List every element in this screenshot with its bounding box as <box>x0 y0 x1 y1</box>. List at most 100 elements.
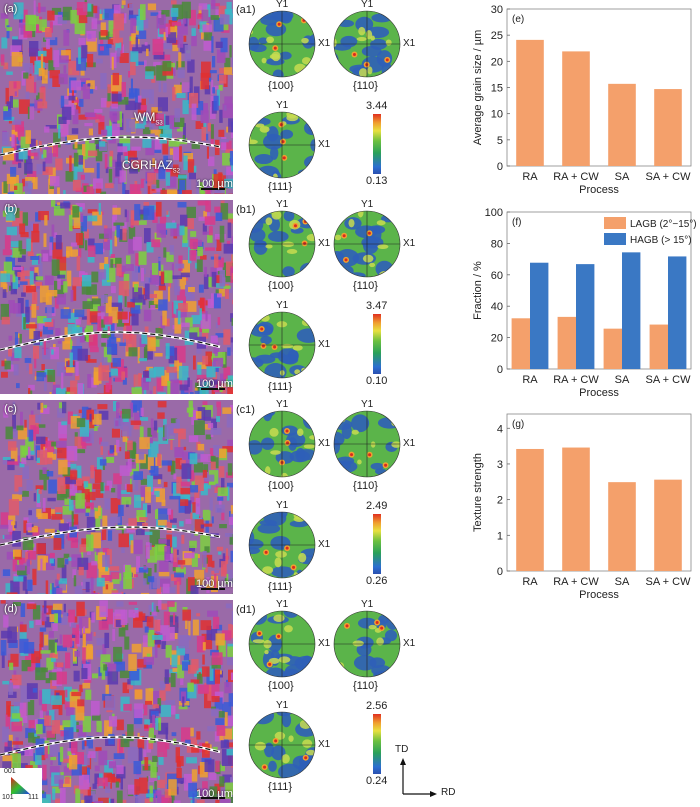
plane-label: {110} <box>353 280 378 292</box>
color-scale-max: 2.49 <box>366 500 387 512</box>
ipf-color-key: 001 101 111 <box>0 768 42 803</box>
pole-figure-100 <box>248 210 316 278</box>
x-tick-label: RA <box>522 374 538 386</box>
plane-label: {111} <box>268 781 292 793</box>
x-tick-label: SA + CW <box>646 374 692 386</box>
plane-label: {100} <box>268 480 294 492</box>
x-axis-label: Process <box>579 589 619 601</box>
pole-figure-111 <box>248 111 316 179</box>
x-tick-label: SA <box>615 171 630 183</box>
bar <box>608 482 636 571</box>
ipf-key-111: 111 <box>28 794 39 801</box>
y1-axis-label: Y1 <box>361 399 373 410</box>
y-tick-label: 80 <box>491 238 503 250</box>
ebsd-map-c: (c) 100 µm <box>0 400 233 594</box>
plane-label: {110} <box>353 480 378 492</box>
y-tick-label: 0 <box>497 161 503 173</box>
bar-lagb <box>604 329 622 369</box>
x1-axis-label: X1 <box>318 739 330 750</box>
x1-axis-label: X1 <box>403 238 415 249</box>
y-tick-label: 1 <box>497 530 503 542</box>
y1-axis-label: Y1 <box>276 199 288 210</box>
pole-figure-111 <box>248 311 316 379</box>
y-tick-label: 2 <box>497 495 503 507</box>
x-tick-label: RA + CW <box>553 576 599 588</box>
bar <box>654 480 682 571</box>
pole-figure-100 <box>248 10 316 78</box>
bar-hagb <box>622 252 640 369</box>
scale-bar-label: 100 µm <box>196 788 233 800</box>
zone-label-cgrhaz: CGRHAZS2 <box>122 158 180 174</box>
plane-label: {100} <box>268 80 294 92</box>
plane-label: {111} <box>268 581 292 593</box>
y-axis-label: Average grain size / µm <box>472 30 484 146</box>
td-label: TD <box>395 744 408 755</box>
plane-label: {111} <box>268 181 292 193</box>
y-tick-label: 20 <box>491 333 503 345</box>
pole-figure-100 <box>248 410 316 478</box>
bar-lagb <box>650 325 668 369</box>
legend-label: LAGB (2°−15°) <box>630 219 697 230</box>
y-tick-label: 5 <box>497 135 503 147</box>
color-scale-bar <box>373 114 381 174</box>
y-tick-label: 4 <box>497 423 503 435</box>
plane-label: {110} <box>353 80 378 92</box>
ebsd-texture <box>0 200 233 394</box>
color-scale-bar <box>373 714 381 774</box>
legend-swatch <box>604 233 626 245</box>
panel-label: (c) <box>4 403 17 415</box>
x1-axis-label: X1 <box>318 38 330 49</box>
bar-lagb <box>512 318 530 369</box>
y1-axis-label: Y1 <box>276 700 288 711</box>
x-axis-label: Process <box>579 184 619 196</box>
ipf-key-001: 001 <box>4 768 16 775</box>
pole-figure-110 <box>333 210 401 278</box>
ebsd-map-a: (a) WMS3 CGRHAZS2 100 µm <box>0 0 233 194</box>
color-scale-bar <box>373 514 381 574</box>
bar <box>562 51 590 166</box>
y-tick-label: 0 <box>497 364 503 376</box>
color-scale-min: 0.10 <box>366 375 387 387</box>
x1-axis-label: X1 <box>403 38 415 49</box>
y-tick-label: 20 <box>491 56 503 68</box>
legend-swatch <box>604 217 626 229</box>
x1-axis-label: X1 <box>318 539 330 550</box>
x1-axis-label: X1 <box>403 638 415 649</box>
plane-label: {100} <box>268 280 294 292</box>
rd-label: RD <box>441 787 455 798</box>
plane-label: {100} <box>268 680 294 692</box>
pole-figure-110 <box>333 610 401 678</box>
pole-figure-110 <box>333 410 401 478</box>
y-axis-label: Texture strength <box>472 453 484 532</box>
pole-figure-111 <box>248 511 316 579</box>
bar-hagb <box>576 264 594 369</box>
y-tick-label: 25 <box>491 30 503 42</box>
y1-axis-label: Y1 <box>276 500 288 511</box>
panel-label: (a) <box>4 3 17 15</box>
y1-axis-label: Y1 <box>276 300 288 311</box>
y1-axis-label: Y1 <box>276 100 288 111</box>
bar-hagb <box>530 263 548 369</box>
x1-axis-label: X1 <box>318 438 330 449</box>
td-rd-axes-key: TD RD <box>395 752 465 802</box>
plane-label: {110} <box>353 680 378 692</box>
x1-axis-label: X1 <box>318 638 330 649</box>
x-tick-label: RA + CW <box>553 374 599 386</box>
x1-axis-label: X1 <box>403 438 415 449</box>
y-tick-label: 40 <box>491 301 503 313</box>
bar <box>654 89 682 166</box>
y1-axis-label: Y1 <box>276 399 288 410</box>
panel-label: (f) <box>512 217 521 228</box>
color-scale-min: 0.13 <box>366 175 387 187</box>
y-tick-label: 15 <box>491 83 503 95</box>
ipf-key-101: 101 <box>2 794 14 801</box>
pole-figure-110 <box>333 10 401 78</box>
y-tick-label: 0 <box>497 566 503 578</box>
panel-label: (d) <box>4 603 17 615</box>
plane-label: {111} <box>268 381 292 393</box>
